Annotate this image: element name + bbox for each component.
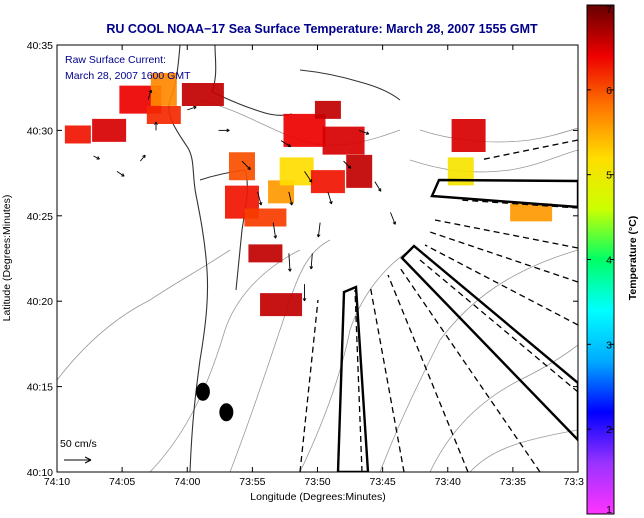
x-tick-label: 73:45 <box>369 476 395 488</box>
colorbar-ticks: 1 2 3 4 5 6 7 <box>587 4 614 516</box>
current-vector <box>187 105 197 111</box>
colorbar-label: Temperature (°C) <box>627 216 639 301</box>
x-tick-label: 73:50 <box>304 476 330 488</box>
current-vector <box>288 191 294 206</box>
x-tick-label: 74:00 <box>174 476 200 488</box>
current-vector <box>280 140 292 148</box>
current-vector <box>390 212 397 225</box>
sst-patch <box>244 208 287 227</box>
y-tick-label: 40:35 <box>27 40 53 52</box>
survey-boxes <box>336 178 578 472</box>
colorbar-tick-label: 5 <box>606 170 612 182</box>
x-tick-label: 74:10 <box>44 476 70 488</box>
y-tick-label: 40:25 <box>27 211 53 223</box>
sst-patch <box>279 157 314 186</box>
current-vector <box>304 171 313 183</box>
annotation-line-1: Raw Surface Current: <box>65 54 166 66</box>
sst-patch <box>268 180 295 204</box>
colorbar-tick-label: 4 <box>606 255 612 267</box>
current-vector <box>154 121 158 131</box>
sst-patch <box>310 170 345 194</box>
y-tick-label: 40:30 <box>27 125 53 137</box>
colorbar-tick-label: 7 <box>606 4 612 16</box>
sst-patch <box>181 83 224 107</box>
sst-patch <box>283 113 326 147</box>
x-tick-label: 73:3 <box>564 476 585 488</box>
scale-label: 50 cm/s <box>60 438 97 450</box>
sst-patch <box>150 72 177 106</box>
colorbar-tick-label: 2 <box>606 424 612 436</box>
annotation-line-2: March 28, 2007 1600 GMT <box>65 70 191 82</box>
x-tick-label: 73:55 <box>239 476 265 488</box>
current-vector <box>327 191 333 205</box>
sst-patch <box>322 126 365 155</box>
current-vector <box>374 181 382 192</box>
sst-patch <box>346 154 373 188</box>
sst-patch <box>260 293 303 317</box>
current-vector <box>147 89 153 100</box>
current-vector <box>257 191 263 206</box>
x-tick-label: 73:35 <box>500 476 526 488</box>
bathymetry-contours <box>57 99 578 472</box>
sst-patch <box>92 118 127 142</box>
colorbar-tick-label: 3 <box>606 339 612 351</box>
current-vectors <box>93 89 397 302</box>
current-vector <box>359 129 370 135</box>
x-axis: 74:10 74:05 74:00 73:55 73:50 73:45 73:40 73:35… <box>44 45 584 488</box>
station-marker <box>195 382 210 401</box>
colorbar-tick-label: 6 <box>606 85 612 97</box>
y-axis-label: Latitude (Degrees:Minutes) <box>1 195 13 322</box>
sst-patch <box>64 125 91 144</box>
sst-patch <box>146 106 181 125</box>
current-vector <box>288 253 292 272</box>
colorbar-tick-label: 1 <box>606 504 612 516</box>
sst-patch <box>510 203 553 222</box>
current-vector <box>116 171 125 177</box>
y-tick-label: 40:10 <box>27 467 53 479</box>
current-vector <box>218 128 230 133</box>
scale-arrow <box>64 456 92 464</box>
y-tick-label: 40:15 <box>27 382 53 394</box>
transect-lines <box>299 139 578 472</box>
y-tick-label: 40:20 <box>27 296 53 308</box>
map-layer <box>57 45 578 472</box>
chart-title: RU COOL NOAA−17 Sea Surface Temperature:… <box>106 22 538 36</box>
current-vector <box>241 160 251 170</box>
sst-patch <box>248 244 283 263</box>
sst-patch <box>228 152 255 181</box>
current-vector <box>302 284 307 302</box>
current-vector <box>309 253 314 270</box>
current-vector <box>343 160 352 169</box>
y-axis: 40:35 40:30 40:25 40:20 40:15 40:10 <box>27 40 578 479</box>
current-vector <box>140 154 146 162</box>
x-tick-label: 73:40 <box>435 476 461 488</box>
current-vector <box>272 222 278 239</box>
sst-patch <box>314 100 341 119</box>
current-vector <box>93 155 100 160</box>
station-marker <box>219 403 234 422</box>
station-markers <box>195 382 234 422</box>
x-axis-label: Longitude (Degrees:Minutes) <box>250 491 385 503</box>
current-vector <box>316 222 321 238</box>
sst-patches <box>64 72 553 317</box>
sst-patch <box>451 119 486 153</box>
x-tick-label: 74:05 <box>109 476 135 488</box>
